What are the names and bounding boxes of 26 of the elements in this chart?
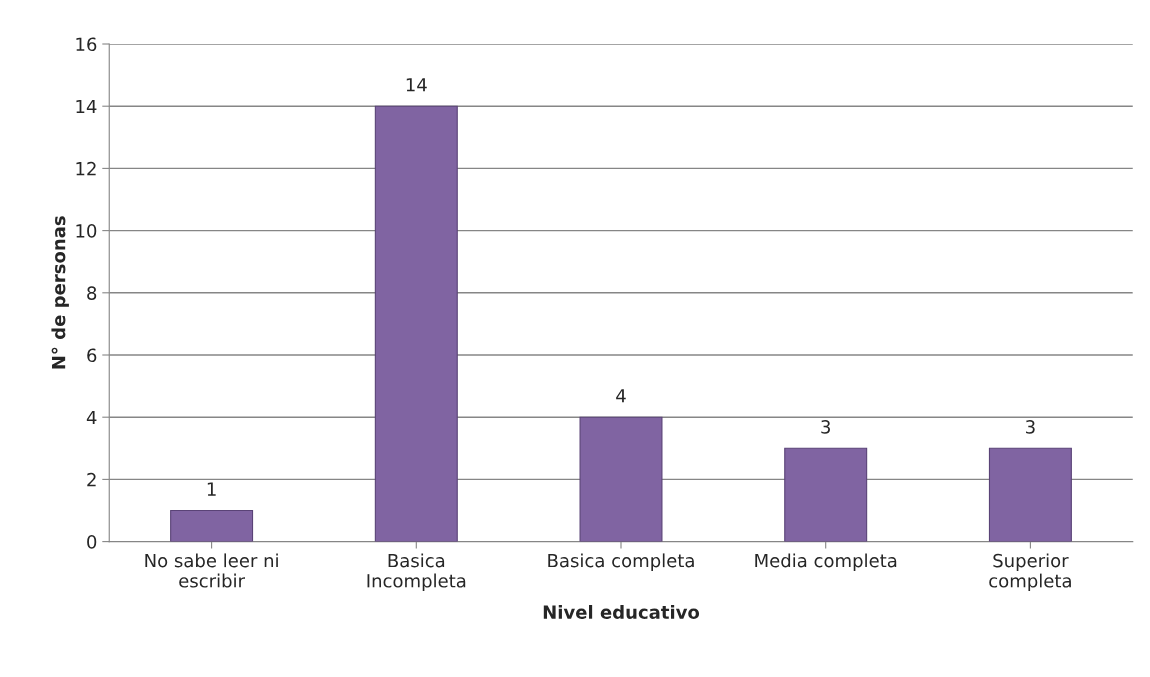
y-tick-label: 12: [76, 161, 96, 176]
x-tick-label: Basica completa: [548, 553, 694, 571]
y-tick-label: 14: [76, 99, 97, 114]
x-axis-title: Nivel educativo: [543, 604, 700, 619]
y-tick-label: 2: [87, 472, 96, 487]
y-tick-label: 0: [87, 535, 97, 549]
bar: [988, 447, 1072, 542]
bar: [579, 416, 663, 542]
y-tick-label: 16: [76, 37, 97, 52]
y-tick-label: 4: [86, 410, 97, 425]
y-axis-title: N° de personas: [51, 216, 69, 369]
data-label: 1: [207, 482, 216, 496]
y-tick-label: 8: [87, 286, 97, 300]
data-label: 3: [1026, 420, 1035, 434]
y-tick-label: 6: [87, 348, 97, 363]
x-tick-label: Media completa: [755, 553, 897, 571]
x-tick-label: Superior completa: [989, 553, 1071, 592]
bar: [170, 509, 254, 542]
bar: [374, 105, 458, 542]
data-label: 14: [406, 78, 427, 92]
bar: [784, 447, 868, 542]
data-label: 3: [821, 420, 830, 434]
x-tick-label: Basica Incompleta: [367, 553, 466, 592]
x-tick-label: No sabe leer ni escribir: [145, 553, 278, 588]
data-label: 4: [616, 389, 626, 403]
y-tick-label: 10: [76, 224, 97, 238]
